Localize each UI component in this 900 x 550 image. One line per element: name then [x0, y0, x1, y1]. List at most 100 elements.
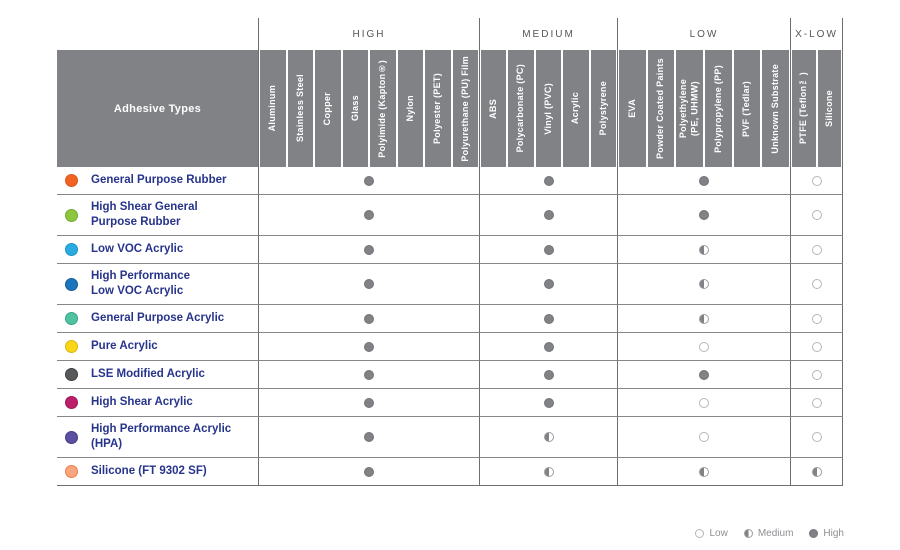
rating-cell-high: [258, 389, 479, 417]
adhesive-name: General Purpose Rubber: [91, 174, 227, 187]
substrate-column-label: PTFE (Teflon™): [798, 72, 809, 145]
substrate-column-label: Aluminum: [267, 85, 278, 132]
adhesive-color-dot: [65, 243, 78, 256]
legend-item-high: High: [809, 528, 844, 539]
rating-marker-high: [543, 279, 554, 289]
rating-cell-x-low: [790, 236, 843, 264]
rating-marker-high: [543, 313, 554, 324]
legend-low-circle-icon: [695, 529, 705, 538]
adhesive-label-cell: High Shear General Purpose Rubber: [57, 195, 258, 236]
rating-marker-high: [699, 175, 709, 186]
rating-marker-low: [811, 175, 822, 186]
substrate-header-group: PTFE (Teflon™) Silicone: [790, 50, 843, 167]
adhesive-color-dot: [65, 465, 78, 478]
substrate-column-header: Unknown Substrate: [762, 50, 790, 167]
adhesive-row: LSE Modified Acrylic: [57, 361, 844, 389]
adhesive-color-dot: [65, 368, 78, 381]
substrate-column-label: Vinyl (PVC): [542, 82, 553, 135]
rating-marker-low: [811, 244, 822, 255]
substrate-column-label: EVA: [626, 99, 637, 118]
rating-marker-low: [811, 432, 822, 442]
adhesive-row: Silicone (FT 9302 SF): [57, 458, 844, 486]
adhesive-color-dot: [65, 208, 78, 222]
substrate-column-label: ABS: [488, 98, 499, 119]
rating-marker-low: [811, 341, 822, 352]
substrate-column-label: Powder Coated Paints: [655, 57, 666, 160]
rating-marker-medium: [543, 466, 554, 477]
rating-marker-medium: [699, 279, 709, 289]
rating-cell-low: [617, 236, 790, 264]
legend-medium-circle-icon: [743, 529, 753, 538]
adhesive-name: General Purpose Acrylic: [91, 312, 225, 325]
rating-marker-high: [543, 244, 554, 255]
substrate-column-label: Silicone: [823, 90, 834, 127]
substrate-column-header: PVF (Tedlar): [733, 50, 761, 167]
rating-marker-high: [543, 175, 554, 186]
adhesive-label-cell: High Performance Acrylic (HPA): [57, 417, 258, 458]
substrate-column-header: Polyurethane (PU) Film: [452, 50, 478, 167]
rating-cell-x-low: [790, 458, 843, 486]
adhesive-label-cell: High Performance Low VOC Acrylic: [57, 264, 258, 305]
rating-cell-x-low: [790, 361, 843, 389]
rating-marker-low: [699, 432, 709, 442]
rating-marker-low: [699, 397, 709, 408]
adhesive-row: General Purpose Rubber: [57, 167, 844, 195]
rating-cell-medium: [479, 305, 617, 333]
rating-marker-high: [364, 175, 374, 186]
adhesive-label-cell: Low VOC Acrylic: [57, 236, 258, 264]
adhesive-color-dot: [65, 430, 78, 444]
rating-cell-high: [258, 195, 479, 236]
rating-cell-medium: [479, 236, 617, 264]
rating-marker-low: [811, 397, 822, 408]
rating-cell-x-low: [790, 195, 843, 236]
adhesive-label-cell: Pure Acrylic: [57, 333, 258, 361]
rating-cell-x-low: [790, 333, 843, 361]
compatibility-table: HIGH MEDIUM LOW X-LOW Adhesive Types Alumin…: [57, 18, 844, 539]
substrate-column-header: Polyethylene (PE, UHMW): [676, 50, 704, 167]
rating-marker-high: [364, 466, 374, 477]
adhesive-label-cell: General Purpose Rubber: [57, 167, 258, 195]
rating-cell-medium: [479, 264, 617, 305]
rating-marker-high: [364, 210, 374, 220]
adhesive-types-header: Adhesive Types: [57, 50, 258, 167]
adhesive-row: Low VOC Acrylic: [57, 236, 844, 264]
rating-cell-x-low: [790, 389, 843, 417]
rating-cell-medium: [479, 389, 617, 417]
adhesive-name: Low VOC Acrylic: [91, 243, 184, 256]
rating-marker-high: [364, 432, 374, 442]
substrate-header-group: Aluminum Stainless Steel Copper Glass Polyim…: [258, 50, 479, 167]
rating-marker-medium: [699, 244, 709, 255]
rating-cell-low: [617, 264, 790, 305]
rating-cell-high: [258, 417, 479, 458]
adhesive-label-cell: LSE Modified Acrylic: [57, 361, 258, 389]
substrate-column-label: Polyurethane (PU) Film: [459, 55, 470, 162]
rating-cell-medium: [479, 458, 617, 486]
substrate-column-header: Nylon: [397, 50, 423, 167]
substrate-column-label: Copper: [322, 91, 333, 126]
rating-cell-high: [258, 458, 479, 486]
surface-energy-group-label: HIGH: [258, 18, 479, 50]
rating-legend: Low Medium High: [57, 510, 844, 539]
rating-marker-high: [543, 369, 554, 380]
substrate-column-label: Polyester (PET): [432, 72, 443, 145]
adhesive-name: Pure Acrylic: [91, 340, 158, 353]
adhesive-name: High Shear General Purpose Rubber: [91, 201, 198, 228]
adhesive-row: High Performance Low VOC Acrylic: [57, 264, 844, 305]
rating-cell-x-low: [790, 167, 843, 195]
substrate-column-header: Polystyrene: [590, 50, 617, 167]
rating-cell-low: [617, 458, 790, 486]
adhesive-name: LSE Modified Acrylic: [91, 368, 205, 381]
rating-cell-medium: [479, 167, 617, 195]
rating-cell-low: [617, 195, 790, 236]
adhesive-color-dot: [65, 396, 78, 409]
rating-marker-high: [543, 397, 554, 408]
substrate-column-header: Glass: [342, 50, 368, 167]
adhesive-row: High Shear General Purpose Rubber: [57, 195, 844, 236]
rating-marker-low: [699, 341, 709, 352]
adhesive-row: Pure Acrylic: [57, 333, 844, 361]
rating-marker-low: [811, 279, 822, 289]
adhesive-color-dot: [65, 277, 78, 291]
rating-marker-high: [364, 369, 374, 380]
surface-energy-group-label: MEDIUM: [479, 18, 617, 50]
